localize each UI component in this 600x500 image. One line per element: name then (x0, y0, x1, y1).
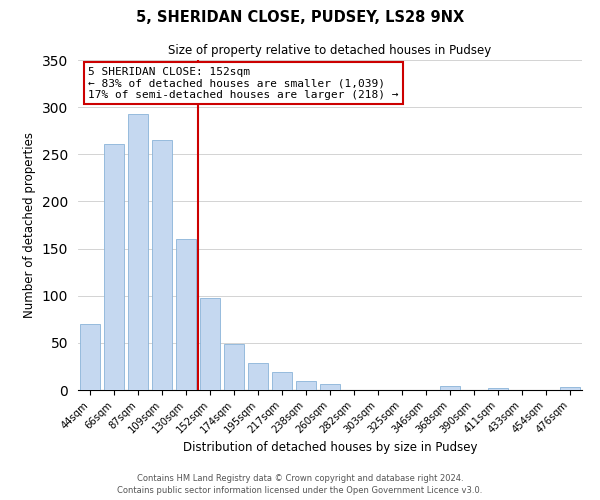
Bar (440, 386, 460, 390)
Bar (272, 372, 292, 390)
Text: 5 SHERIDAN CLOSE: 152sqm
← 83% of detached houses are smaller (1,039)
17% of sem: 5 SHERIDAN CLOSE: 152sqm ← 83% of detach… (88, 66, 398, 100)
Title: Size of property relative to detached houses in Pudsey: Size of property relative to detached ho… (169, 44, 491, 58)
Text: 5, SHERIDAN CLOSE, PUDSEY, LS28 9NX: 5, SHERIDAN CLOSE, PUDSEY, LS28 9NX (136, 10, 464, 25)
Bar (80, 324, 100, 390)
Bar (200, 298, 220, 390)
Text: Contains HM Land Registry data © Crown copyright and database right 2024.
Contai: Contains HM Land Registry data © Crown c… (118, 474, 482, 495)
X-axis label: Distribution of detached houses by size in Pudsey: Distribution of detached houses by size … (183, 441, 477, 454)
Bar (128, 114, 148, 390)
Bar (152, 140, 172, 390)
Y-axis label: Number of detached properties: Number of detached properties (23, 132, 37, 318)
Bar (560, 387, 580, 390)
Bar (224, 344, 244, 390)
Bar (296, 380, 316, 390)
Bar (104, 144, 124, 390)
Bar (248, 362, 268, 390)
Bar (488, 388, 508, 390)
Bar (176, 239, 196, 390)
Bar (320, 384, 340, 390)
